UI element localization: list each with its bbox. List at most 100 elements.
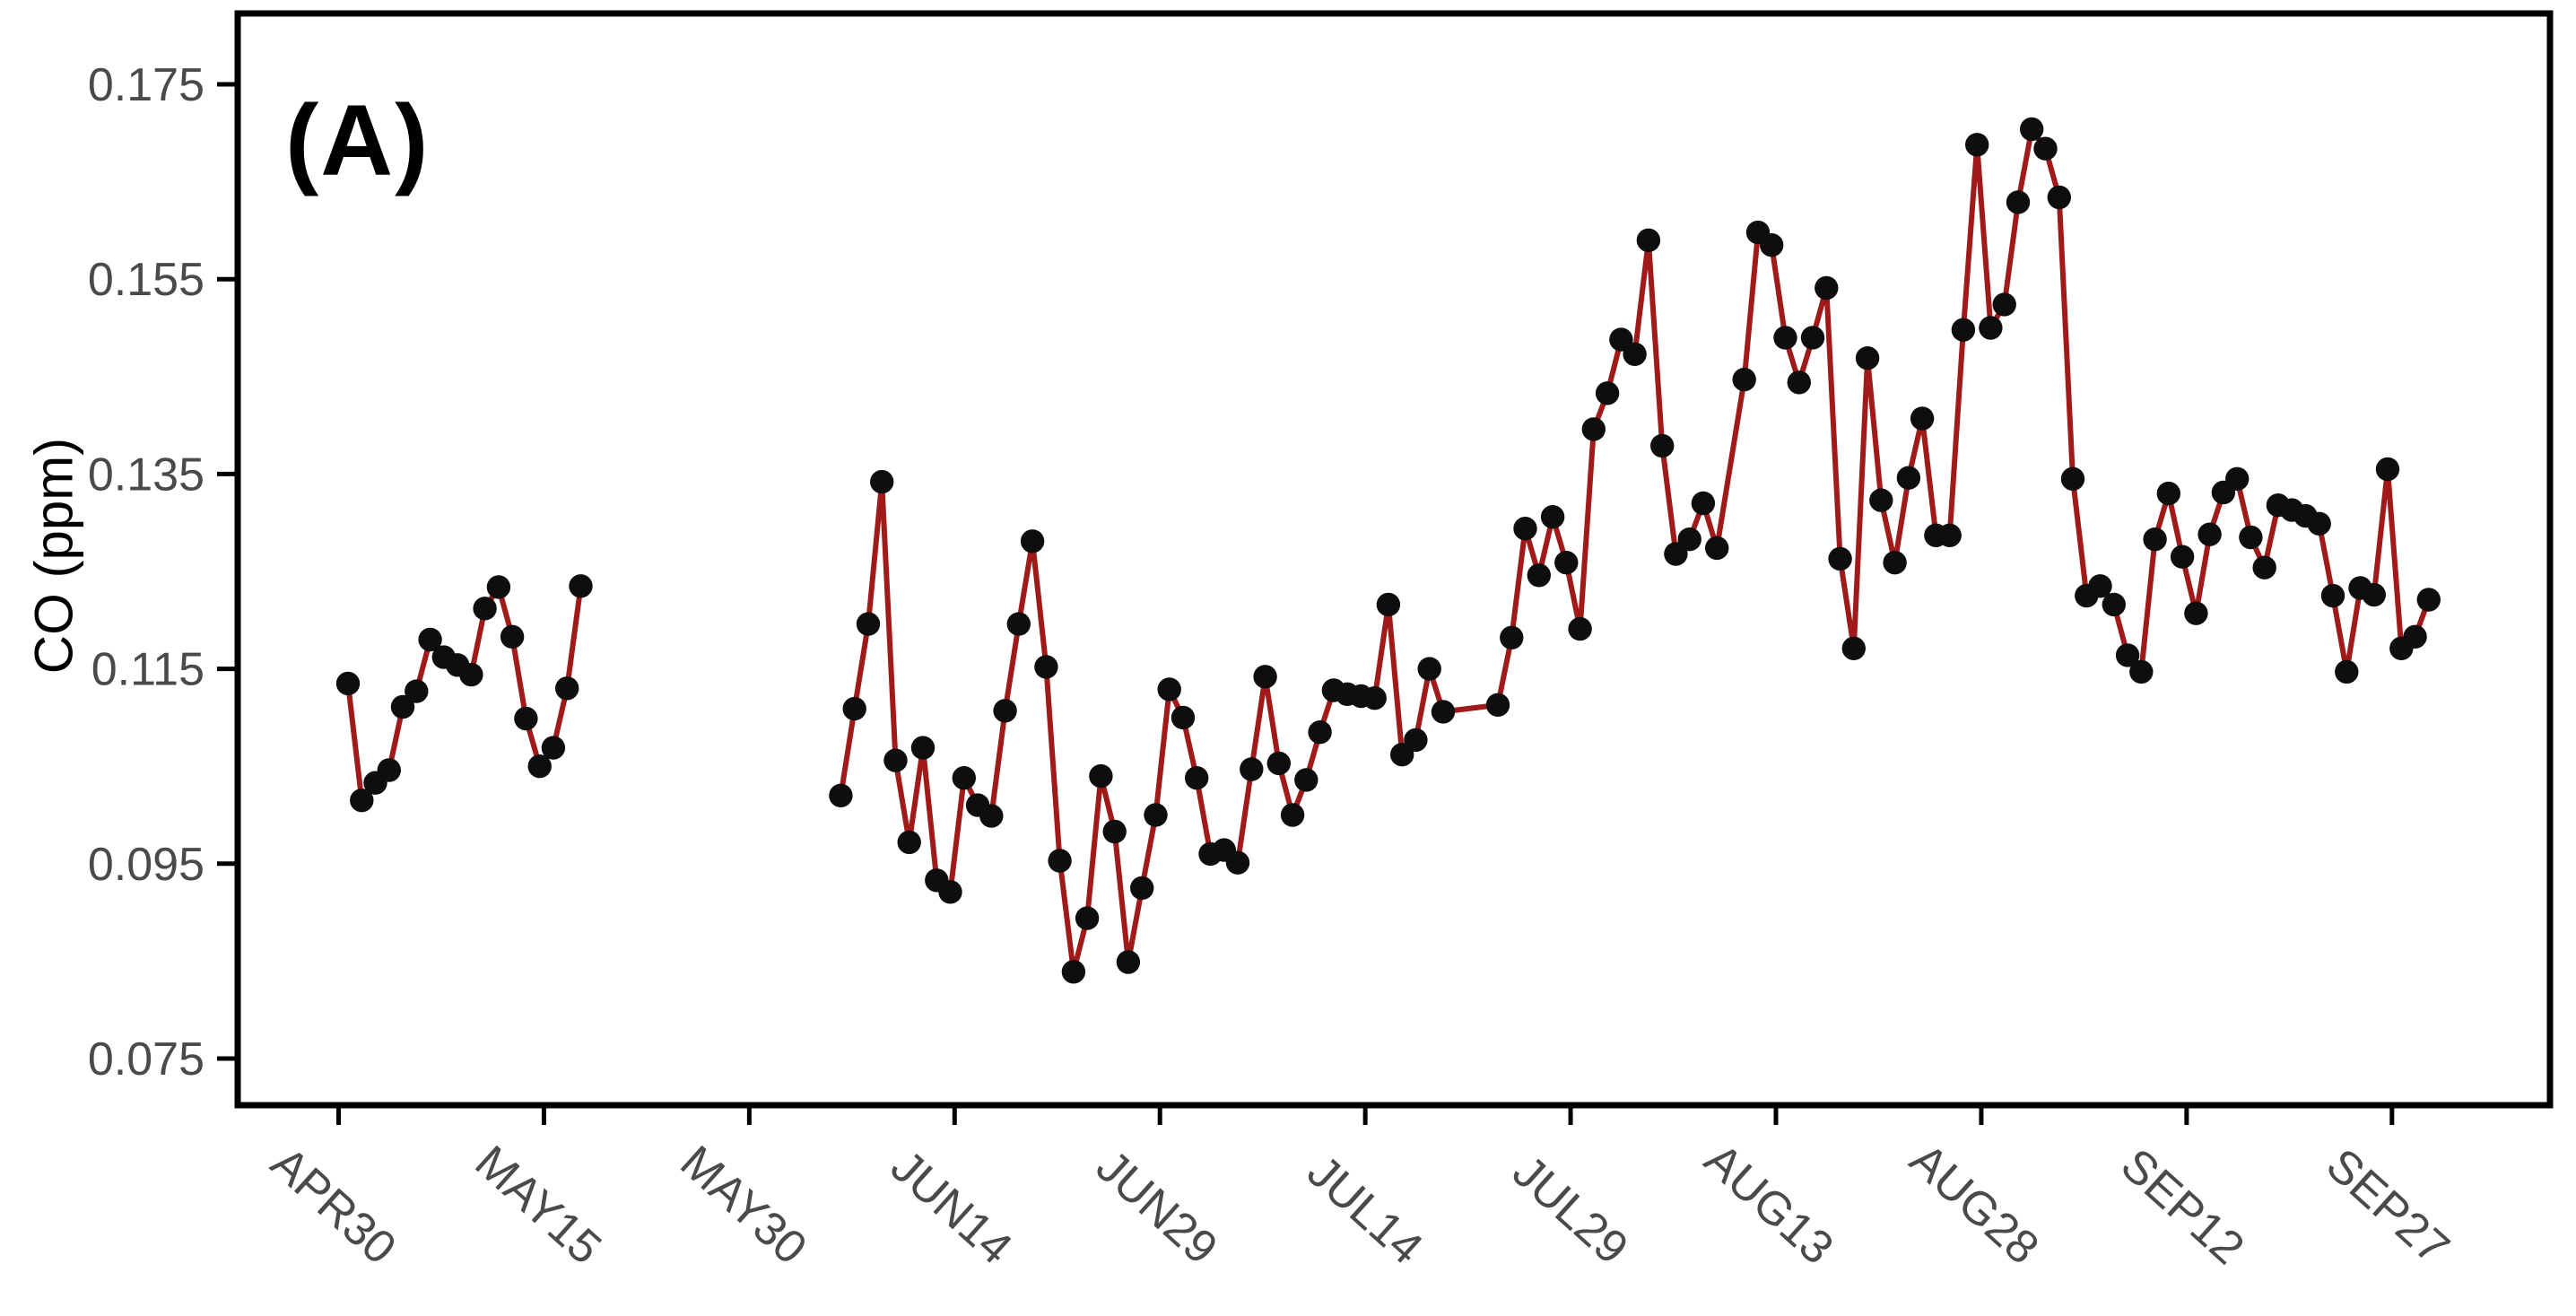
y-tick-label: 0.175	[88, 59, 205, 111]
data-point	[1650, 433, 1675, 458]
data-point	[2362, 582, 2386, 607]
data-point	[1773, 326, 1797, 350]
data-point	[1376, 592, 1401, 617]
data-point	[1130, 876, 1154, 901]
data-point	[1157, 677, 1181, 702]
data-point	[1760, 233, 1784, 257]
data-point	[2416, 588, 2441, 612]
x-tick-label: JUN14	[881, 1140, 1022, 1274]
data-point	[1048, 849, 1072, 873]
x-tick-label: JUL14	[1297, 1146, 1432, 1275]
data-point	[842, 696, 866, 721]
data-point	[486, 575, 511, 599]
data-point	[405, 679, 429, 703]
data-point	[1869, 488, 1893, 512]
data-point	[473, 597, 497, 621]
data-point	[829, 783, 853, 807]
data-point	[2403, 624, 2427, 649]
data-point	[1554, 551, 1579, 575]
data-point	[541, 736, 566, 760]
data-point	[1485, 693, 1510, 717]
data-point	[2320, 583, 2345, 608]
data-point	[2335, 659, 2359, 684]
data-point	[2156, 481, 2180, 506]
data-point	[335, 671, 361, 696]
data-point	[2375, 457, 2400, 482]
data-point	[1800, 326, 1825, 350]
data-point	[1020, 529, 1045, 553]
data-point	[1280, 803, 1305, 827]
data-point	[1828, 546, 1852, 571]
data-point	[500, 624, 525, 649]
data-point	[1540, 505, 1565, 529]
data-point	[1144, 803, 1168, 827]
data-point	[1308, 720, 1332, 745]
x-tick-label: AUG28	[1900, 1134, 2049, 1275]
data-point	[1732, 367, 1756, 392]
data-point	[418, 627, 442, 652]
data-point	[1266, 751, 1292, 776]
data-point	[856, 612, 881, 636]
data-point	[1185, 766, 1209, 790]
data-point	[2047, 185, 2071, 210]
data-point	[2033, 136, 2058, 161]
data-point	[1240, 757, 1264, 781]
data-point	[1075, 906, 1100, 930]
data-point	[1034, 655, 1058, 679]
data-point	[1677, 527, 1701, 552]
data-point	[1855, 346, 1880, 370]
data-point	[350, 789, 374, 813]
data-point	[1965, 133, 1989, 157]
data-point	[1362, 686, 1387, 710]
y-tick-label: 0.075	[88, 1033, 205, 1085]
x-tick-label: MAY15	[466, 1136, 612, 1275]
data-point	[993, 699, 1017, 723]
data-point	[2020, 117, 2044, 142]
data-point	[2006, 190, 2031, 214]
data-point	[569, 574, 593, 598]
data-point	[2102, 592, 2126, 617]
data-point	[1992, 292, 2016, 317]
x-tick-label: MAY30	[670, 1136, 816, 1275]
x-tick-label: SEP12	[2111, 1138, 2254, 1274]
data-point	[390, 694, 415, 719]
data-point	[1691, 491, 1716, 516]
data-point	[555, 676, 579, 701]
data-point	[1595, 381, 1620, 405]
data-point	[1253, 665, 1277, 689]
data-point	[1951, 318, 1976, 342]
data-point	[1910, 406, 1935, 431]
data-point	[2307, 511, 2331, 536]
data-point	[952, 766, 977, 790]
data-point	[1896, 466, 1921, 490]
y-tick-label: 0.135	[88, 449, 205, 501]
data-point	[1102, 819, 1127, 844]
data-point	[897, 830, 921, 855]
data-point	[1527, 563, 1552, 588]
data-point	[1568, 616, 1592, 641]
data-point	[910, 736, 936, 760]
data-point	[1006, 612, 1031, 636]
y-tick-label: 0.095	[88, 839, 205, 891]
data-point	[2115, 643, 2140, 667]
data-point	[1581, 417, 1606, 441]
data-point	[1500, 625, 1524, 649]
data-point	[1636, 228, 1661, 252]
y-tick-label: 0.155	[88, 254, 205, 306]
data-point	[1089, 763, 1113, 789]
data-point	[1937, 523, 1962, 547]
x-tick-label: AUG13	[1694, 1134, 1843, 1275]
data-point	[2225, 466, 2250, 491]
x-tick-label: SEP27	[2316, 1138, 2459, 1274]
data-point	[938, 880, 962, 904]
x-tick-label: JUN29	[1086, 1140, 1227, 1274]
data-point	[2143, 527, 2167, 552]
x-tick-label: JUL29	[1502, 1146, 1638, 1275]
data-point	[1705, 536, 1729, 561]
panel-label: (A)	[285, 84, 431, 196]
x-tick-label: APR30	[261, 1137, 405, 1275]
data-point	[459, 662, 483, 687]
data-point	[514, 706, 538, 731]
